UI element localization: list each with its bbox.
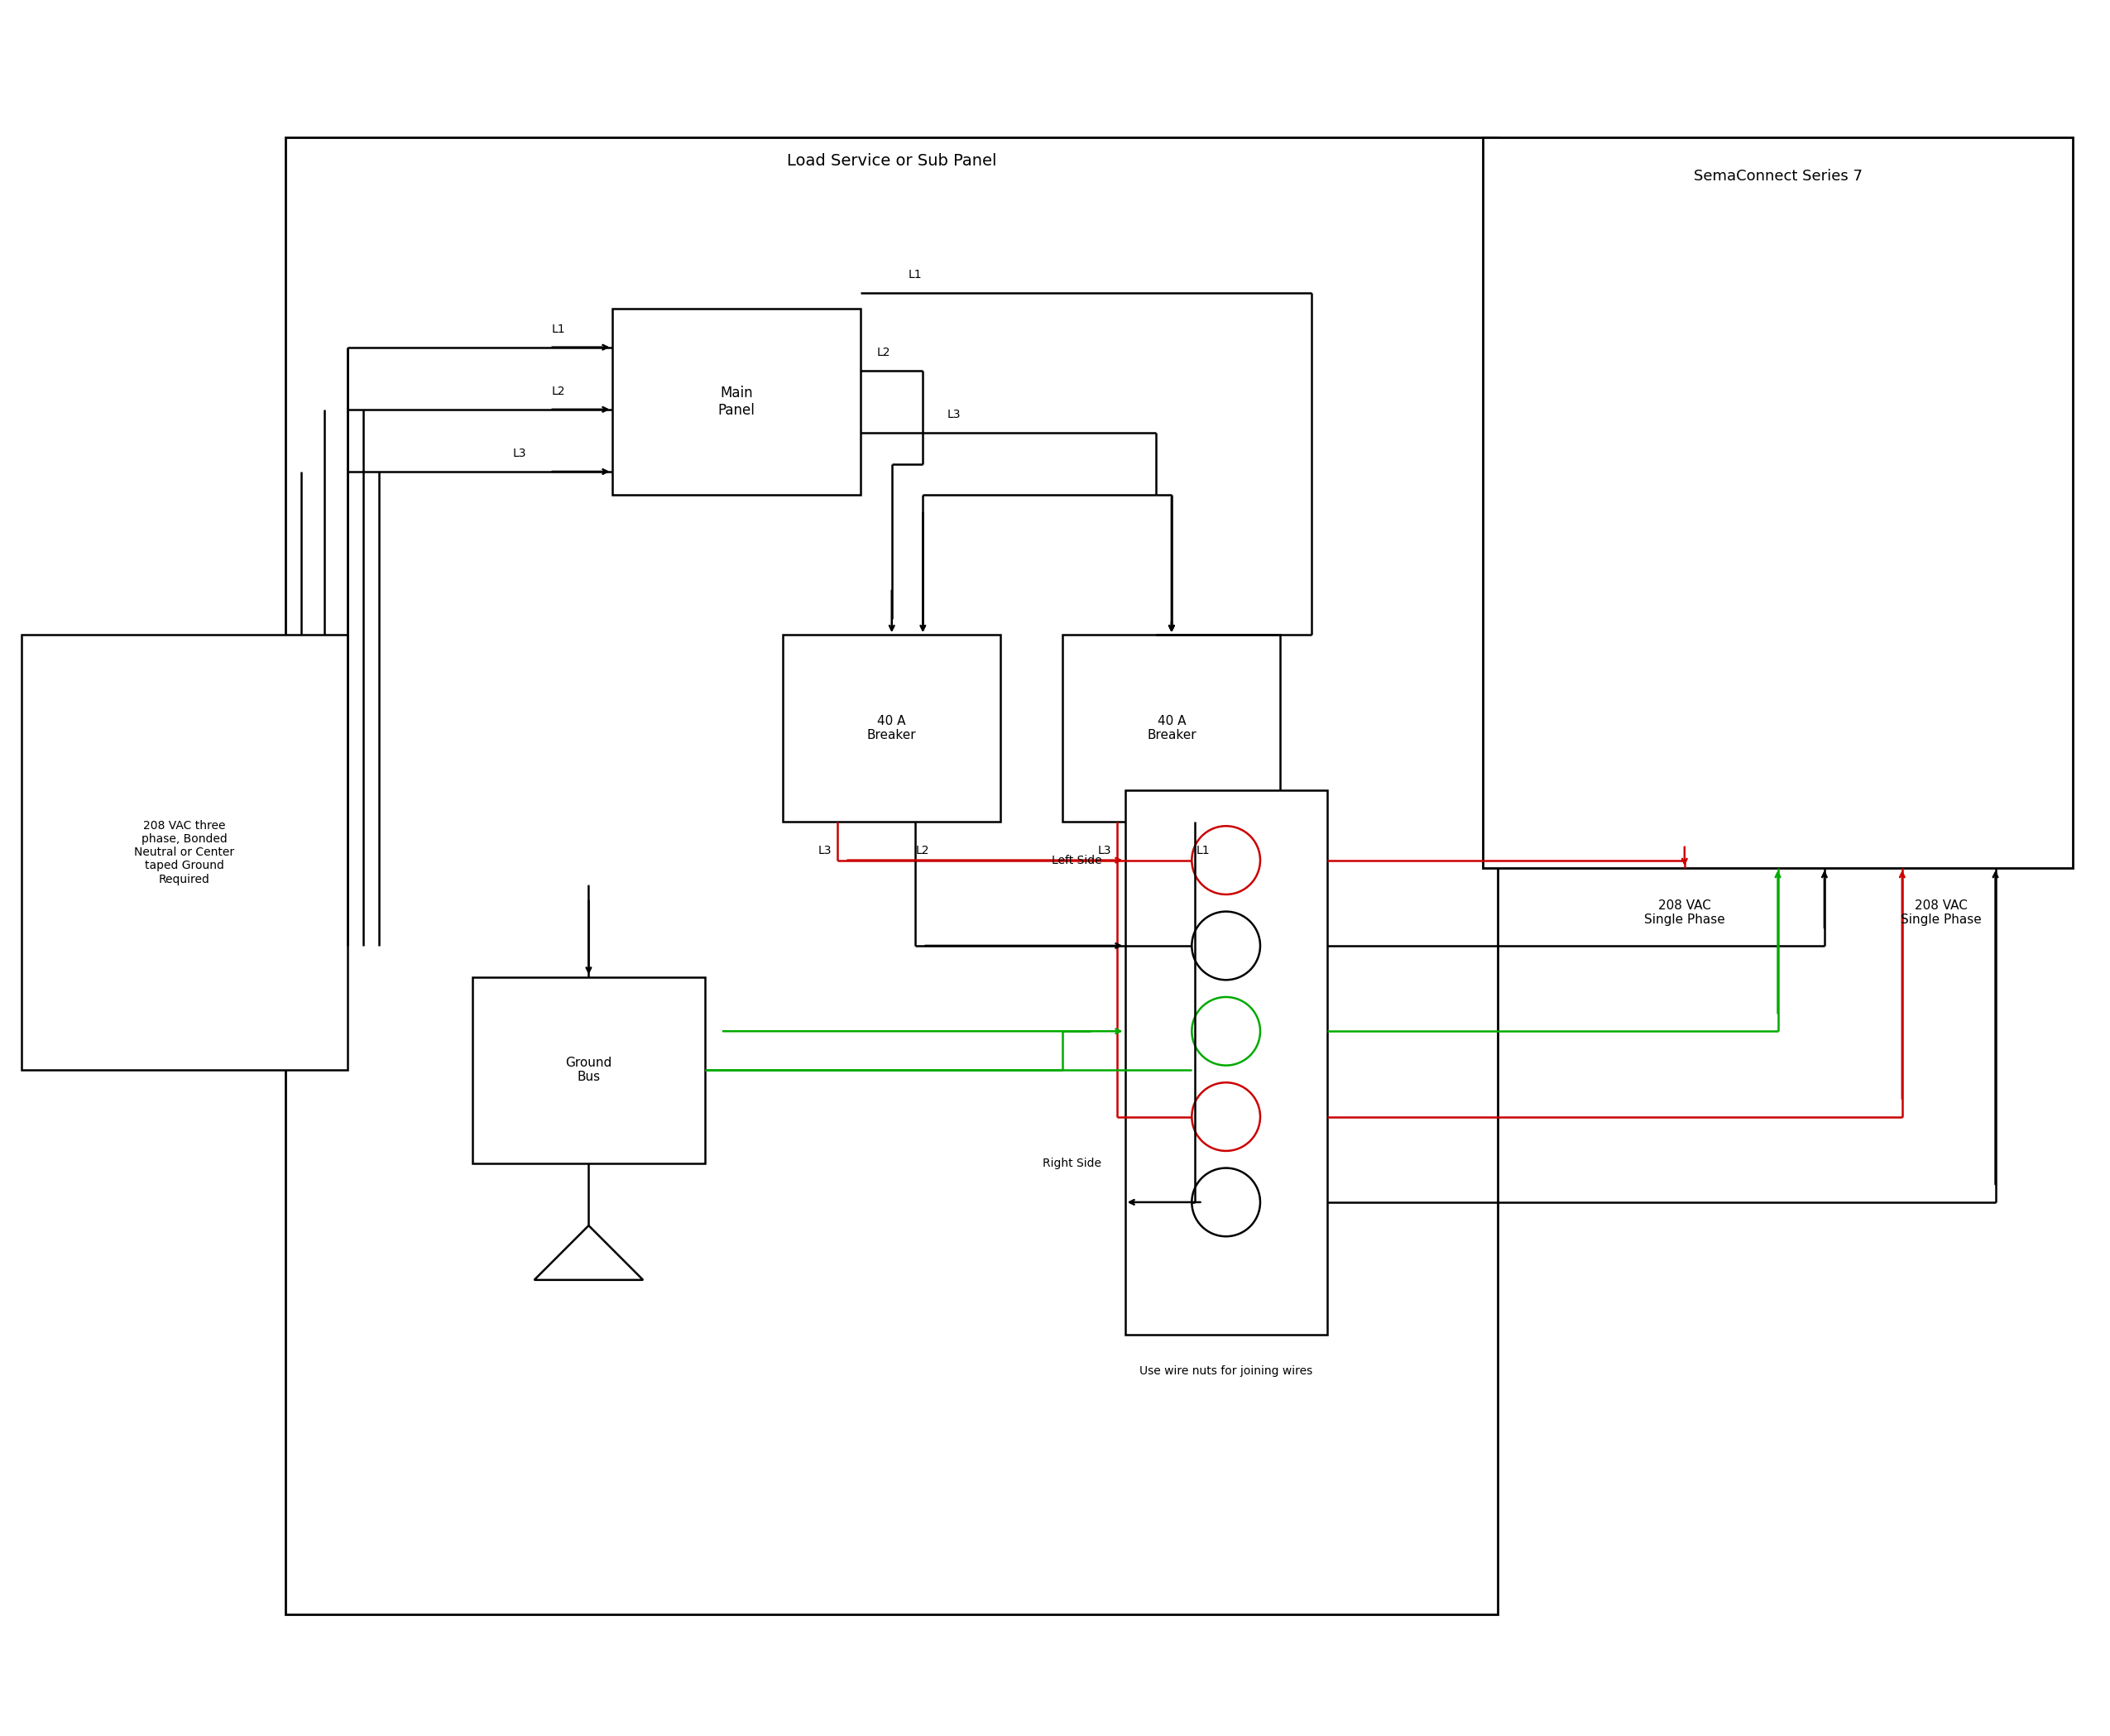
Bar bbox=[1483, 137, 2074, 868]
Text: L1: L1 bbox=[907, 269, 922, 281]
Text: L2: L2 bbox=[916, 845, 931, 856]
Circle shape bbox=[1192, 996, 1260, 1066]
Circle shape bbox=[1192, 1083, 1260, 1151]
Text: Use wire nuts for joining wires: Use wire nuts for joining wires bbox=[1139, 1366, 1312, 1377]
Text: Ground
Bus: Ground Bus bbox=[565, 1057, 612, 1083]
Circle shape bbox=[1192, 826, 1260, 894]
Text: L1: L1 bbox=[551, 323, 565, 335]
Text: L3: L3 bbox=[513, 448, 528, 460]
Bar bbox=[783, 635, 1000, 821]
Text: 208 VAC
Single Phase: 208 VAC Single Phase bbox=[1644, 899, 1726, 925]
Bar bbox=[612, 309, 861, 495]
Text: L3: L3 bbox=[819, 845, 831, 856]
Bar bbox=[1125, 790, 1327, 1335]
Text: SemaConnect Series 7: SemaConnect Series 7 bbox=[1694, 168, 1863, 184]
Text: Left Side: Left Side bbox=[1051, 854, 1101, 866]
Text: L3: L3 bbox=[947, 408, 960, 420]
Circle shape bbox=[1192, 1168, 1260, 1236]
Text: 40 A
Breaker: 40 A Breaker bbox=[1148, 715, 1196, 741]
Text: L2: L2 bbox=[551, 385, 565, 398]
Text: Right Side: Right Side bbox=[1042, 1158, 1101, 1168]
Text: L1: L1 bbox=[1196, 845, 1209, 856]
Bar bbox=[21, 635, 348, 1069]
Text: L2: L2 bbox=[878, 347, 890, 358]
Text: Main
Panel: Main Panel bbox=[717, 385, 755, 418]
Text: 208 VAC three
phase, Bonded
Neutral or Center
taped Ground
Required: 208 VAC three phase, Bonded Neutral or C… bbox=[135, 819, 234, 885]
Bar bbox=[285, 137, 1498, 1614]
Text: 40 A
Breaker: 40 A Breaker bbox=[867, 715, 916, 741]
Bar bbox=[1063, 635, 1281, 821]
Text: Load Service or Sub Panel: Load Service or Sub Panel bbox=[787, 153, 996, 168]
Circle shape bbox=[1192, 911, 1260, 979]
Text: 208 VAC
Single Phase: 208 VAC Single Phase bbox=[1901, 899, 1981, 925]
Bar bbox=[473, 977, 705, 1163]
Text: L3: L3 bbox=[1097, 845, 1112, 856]
